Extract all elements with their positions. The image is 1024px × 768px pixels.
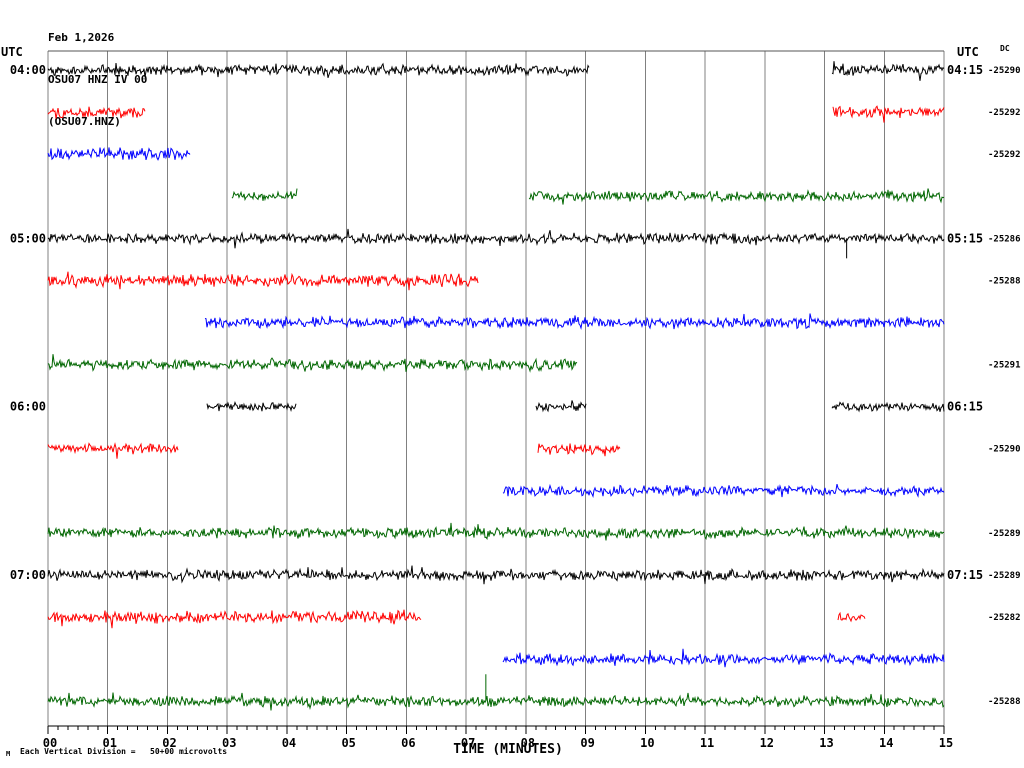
trace-row-10-seg-1	[47, 442, 179, 459]
trace-row-9-seg-2	[535, 400, 587, 413]
trace-row-2-seg-1	[47, 106, 146, 119]
trace-row-4-seg-2	[528, 188, 945, 205]
trace-row-11-seg-1	[502, 483, 945, 499]
trace-row-12-seg-1	[47, 522, 945, 541]
trace-row-13-seg-1	[47, 565, 945, 585]
x-tick-label-2: 02	[162, 736, 176, 750]
title-station: OSU07 HNZ IV 00	[48, 73, 148, 86]
dc-header: DC	[1000, 44, 1010, 53]
x-tick-label-3: 03	[222, 736, 236, 750]
row-dc-label-16: -25288	[988, 697, 1021, 707]
x-tick-label-7: 07	[461, 736, 475, 750]
row-right-time-label-13: 07:15	[947, 568, 983, 582]
row-dc-label-8: -25291	[988, 361, 1021, 371]
utc-header-left: UTC	[1, 45, 23, 59]
x-tick-label-10: 10	[640, 736, 654, 750]
utc-header-right: UTC	[957, 45, 979, 59]
row-dc-label-13: -25289	[988, 571, 1021, 581]
row-left-time-label-13: 07:00	[10, 568, 46, 582]
row-dc-label-2: -25292	[988, 108, 1021, 118]
x-tick-label-8: 08	[521, 736, 535, 750]
row-dc-label-10: -25290	[988, 445, 1021, 455]
row-dc-label-1: -25290	[988, 66, 1021, 76]
row-right-time-label-9: 06:15	[947, 400, 983, 414]
row-left-time-label-5: 05:00	[10, 231, 46, 245]
x-tick-label-12: 12	[760, 736, 774, 750]
trace-row-5-seg-1	[47, 228, 945, 249]
trace-row-14-seg-2	[837, 611, 866, 623]
x-tick-label-0: 00	[43, 736, 57, 750]
x-tick-label-15: 15	[939, 736, 953, 750]
row-dc-label-5: -25286	[988, 234, 1021, 244]
x-tick-label-5: 05	[341, 736, 355, 750]
x-tick-label-1: 01	[103, 736, 117, 750]
trace-row-4-seg-1	[231, 188, 298, 202]
trace-row-8-seg-1	[47, 354, 578, 373]
trace-row-6-seg-1	[47, 271, 479, 291]
trace-row-16-seg-1	[47, 692, 945, 711]
trace-row-9-seg-1	[206, 400, 297, 412]
trace-row-15-seg-1	[502, 648, 945, 668]
trace-row-2-seg-2	[832, 105, 945, 123]
row-left-time-label-1: 04:00	[10, 63, 46, 77]
trace-row-1-seg-2	[831, 61, 945, 81]
trace-row-10-seg-2	[537, 443, 621, 457]
row-left-time-label-9: 06:00	[10, 400, 46, 414]
row-dc-label-3: -25292	[988, 150, 1021, 160]
x-tick-label-6: 06	[401, 736, 415, 750]
trace-row-1-seg-1	[47, 62, 590, 78]
row-right-time-label-5: 05:15	[947, 231, 983, 245]
trace-row-3-seg-1	[47, 147, 191, 161]
x-tick-label-14: 14	[879, 736, 893, 750]
title-channel: (OSU07.HNZ)	[48, 115, 121, 128]
row-dc-label-6: -25288	[988, 276, 1021, 286]
row-right-time-label-1: 04:15	[947, 63, 983, 77]
title-block: Feb 1,2026 OSU07 HNZ IV 00 (OSU07.HNZ)	[48, 3, 147, 157]
x-tick-label-4: 04	[282, 736, 296, 750]
scale-footnote: Each Vertical Division = 50+00 microvolt…	[20, 747, 228, 756]
x-tick-label-11: 11	[700, 736, 714, 750]
title-date: Feb 1,2026	[48, 31, 115, 44]
trace-row-7-seg-1	[204, 313, 945, 330]
trace-row-9-seg-3	[831, 401, 945, 413]
x-axis-label: TIME (MINUTES)	[453, 742, 563, 757]
x-tick-label-13: 13	[819, 736, 833, 750]
corner-mark: M	[6, 750, 11, 758]
row-dc-label-12: -25289	[988, 529, 1021, 539]
row-dc-label-14: -25282	[988, 613, 1021, 623]
x-tick-label-9: 09	[580, 736, 594, 750]
trace-row-14-seg-1	[47, 609, 422, 629]
